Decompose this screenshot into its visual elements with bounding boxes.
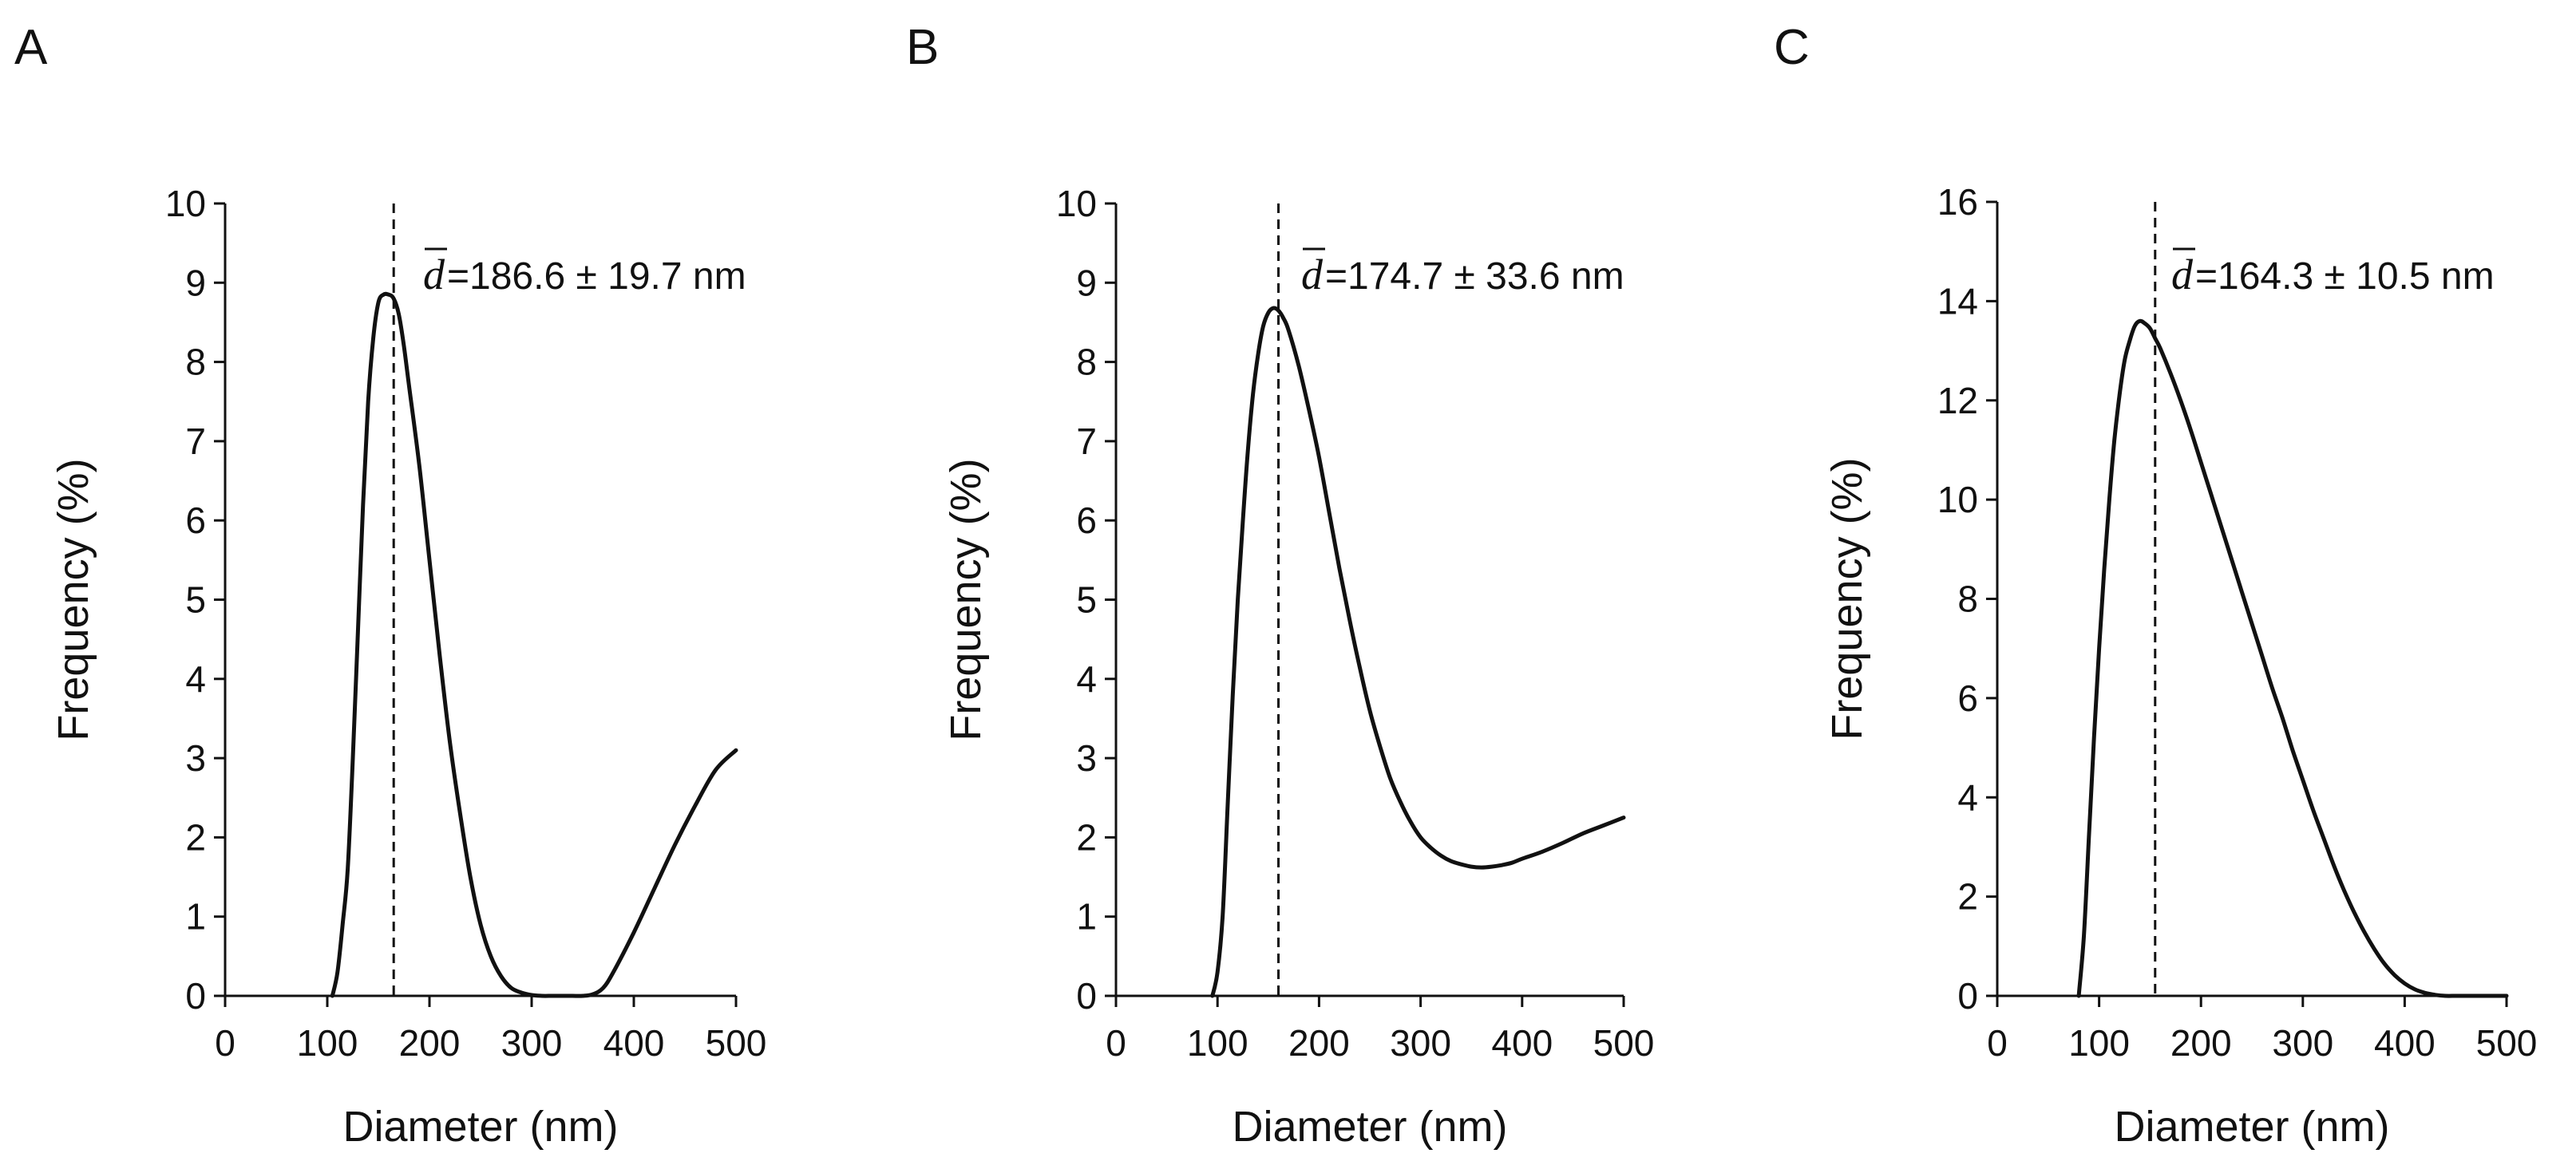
y-tick-label: 4 (185, 658, 206, 700)
x-axis-title: Diameter (nm) (1232, 1103, 1507, 1151)
y-tick-label: 16 (1937, 181, 1978, 223)
y-tick-label: 10 (165, 183, 206, 224)
chart-panel-c: C 0 2 4 6 8 10 12 14 16 0 100 200 300 400 500 Diameter (… (1774, 20, 2537, 1151)
y-tick-label: 10 (1937, 479, 1978, 520)
mean-annotation: =164.3 ± 10.5 nm (2195, 255, 2495, 298)
y-tick-label: 4 (1957, 776, 1978, 818)
y-tick-label: 0 (185, 975, 206, 1017)
x-tick-label: 200 (399, 1022, 461, 1064)
mean-annotation: =186.6 ± 19.7 nm (447, 255, 746, 298)
x-tick-label: 100 (2068, 1022, 2130, 1064)
panel-label: C (1774, 20, 1810, 75)
y-tick-label: 6 (1076, 500, 1097, 541)
x-tick-label: 400 (2374, 1022, 2436, 1064)
y-tick-label: 1 (185, 896, 206, 938)
y-tick-label: 0 (1957, 975, 1978, 1017)
y-tick-label: 14 (1937, 280, 1978, 322)
distribution-curve (330, 291, 738, 998)
y-tick-label: 5 (185, 579, 206, 621)
mean-symbol: d (423, 251, 445, 298)
x-tick-label: 500 (706, 1022, 767, 1064)
y-axis-title: Frequency (%) (1823, 457, 1871, 740)
y-tick-label: 3 (185, 737, 206, 779)
x-axis-title: Diameter (nm) (2114, 1103, 2389, 1151)
y-tick-label: 3 (1076, 737, 1097, 779)
y-axis-title: Frequency (%) (942, 458, 990, 741)
panel-label: B (906, 20, 939, 75)
x-tick-label: 200 (2170, 1022, 2232, 1064)
x-tick-label: 0 (1987, 1022, 2008, 1064)
x-tick-label: 300 (501, 1022, 563, 1064)
y-tick-label: 4 (1076, 658, 1097, 700)
y-tick-label: 12 (1937, 380, 1978, 421)
x-tick-label: 400 (603, 1022, 665, 1064)
x-tick-label: 500 (2476, 1022, 2538, 1064)
y-tick-label: 6 (185, 500, 206, 541)
y-tick-label: 2 (1957, 876, 1978, 918)
y-tick-label: 8 (1957, 579, 1978, 620)
y-tick-label: 9 (1076, 262, 1097, 303)
mean-annotation: =174.7 ± 33.6 nm (1325, 255, 1624, 298)
y-tick-label: 10 (1056, 183, 1097, 224)
y-tick-label: 8 (1076, 342, 1097, 383)
y-tick-label: 1 (1076, 896, 1097, 938)
y-tick-label: 5 (1076, 579, 1097, 621)
y-axis-title: Frequency (%) (49, 458, 97, 741)
distribution-curve (1210, 306, 1626, 998)
x-axis-title: Diameter (nm) (342, 1103, 618, 1151)
y-tick-label: 0 (1076, 975, 1097, 1017)
x-tick-label: 100 (1187, 1022, 1248, 1064)
y-tick-label: 2 (1076, 816, 1097, 858)
y-tick-label: 7 (185, 421, 206, 462)
y-tick-label: 8 (185, 342, 206, 383)
y-tick-label: 2 (185, 816, 206, 858)
x-tick-label: 300 (1390, 1022, 1451, 1064)
y-tick-label: 6 (1957, 677, 1978, 719)
y-tick-label: 7 (1076, 421, 1097, 462)
panel-label: A (14, 20, 48, 75)
distribution-curve (2076, 318, 2509, 998)
x-tick-label: 400 (1491, 1022, 1553, 1064)
x-tick-label: 200 (1288, 1022, 1350, 1064)
x-tick-label: 500 (1593, 1022, 1655, 1064)
mean-symbol: d (1301, 251, 1324, 298)
y-tick-label: 9 (185, 262, 206, 303)
x-tick-label: 100 (297, 1022, 358, 1064)
mean-symbol: d (2171, 251, 2194, 298)
x-tick-label: 0 (215, 1022, 235, 1064)
x-tick-label: 0 (1106, 1022, 1126, 1064)
x-tick-label: 300 (2272, 1022, 2333, 1064)
